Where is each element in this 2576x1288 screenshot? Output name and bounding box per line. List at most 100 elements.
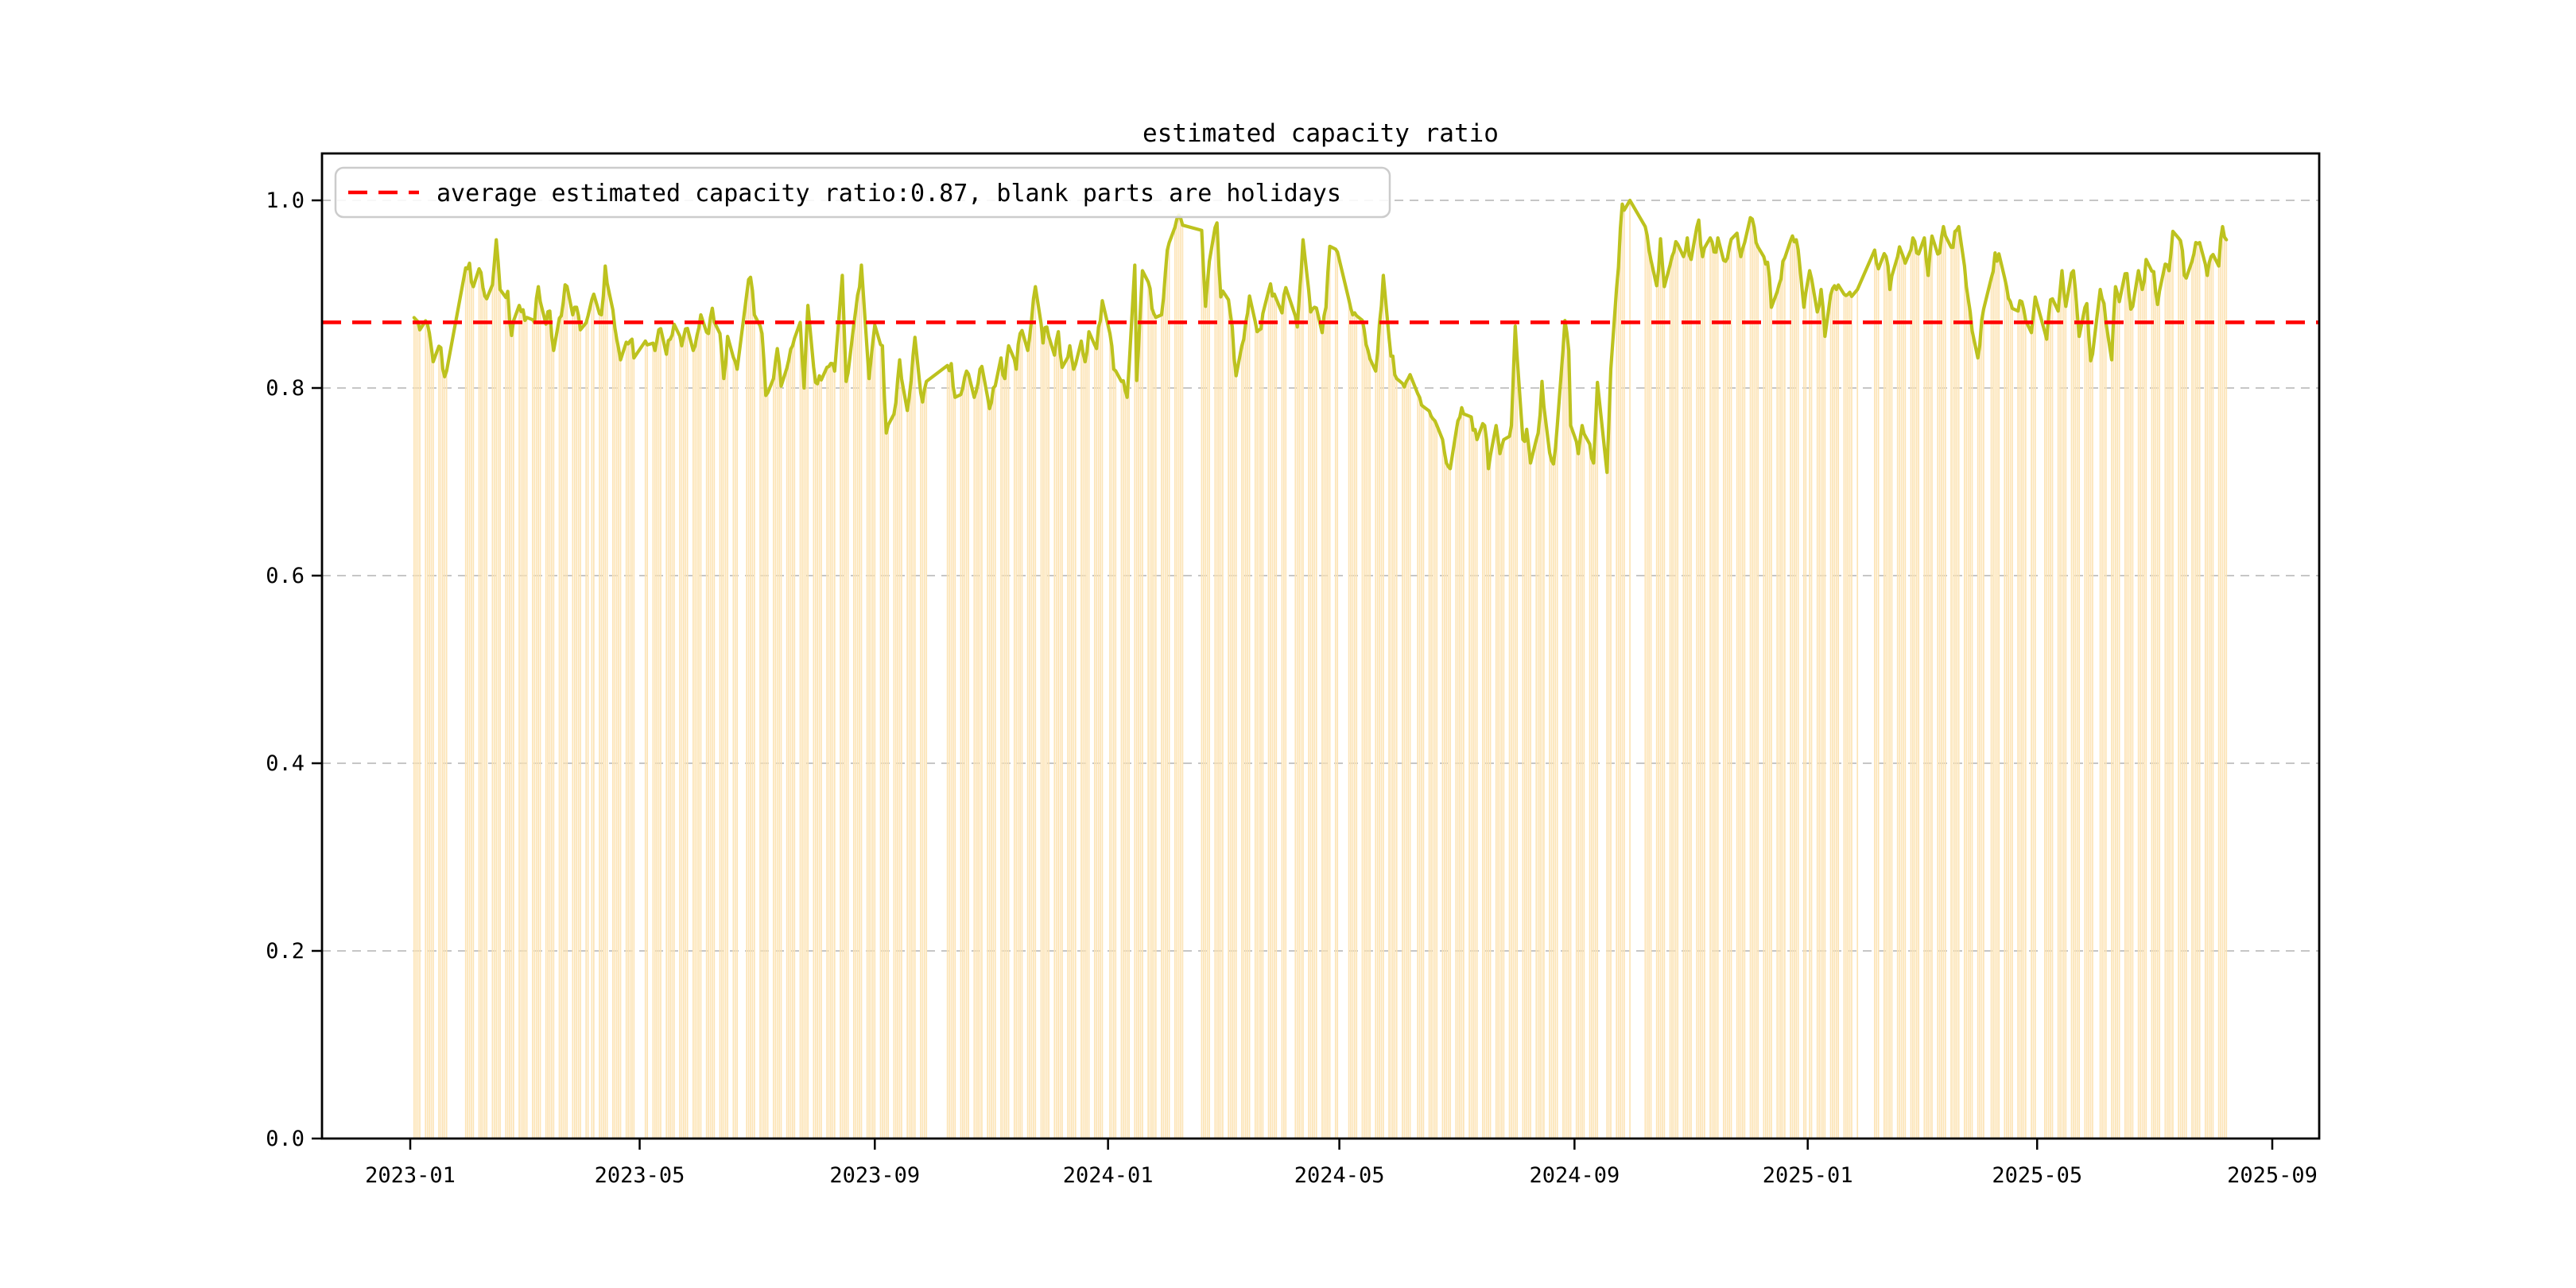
- day-bar: [629, 340, 631, 1139]
- day-bar: [1111, 346, 1113, 1139]
- day-bar: [1006, 359, 1008, 1139]
- day-bar: [2178, 238, 2180, 1139]
- day-bar: [1256, 332, 1259, 1139]
- day-bar: [633, 358, 635, 1139]
- day-bar: [631, 339, 633, 1139]
- day-bar: [778, 363, 780, 1139]
- day-bar: [1581, 425, 1583, 1139]
- day-bar: [1776, 292, 1779, 1139]
- day-bar: [2191, 261, 2193, 1139]
- day-bar: [1663, 286, 1666, 1139]
- day-bar: [805, 343, 807, 1139]
- day-bar: [1553, 464, 1554, 1139]
- day-bar: [1499, 453, 1501, 1139]
- y-tick-label: 0.0: [266, 1127, 305, 1151]
- day-bar: [573, 307, 576, 1139]
- day-bar: [1686, 238, 1689, 1139]
- day-bar: [1161, 314, 1162, 1139]
- day-bar: [2194, 242, 2197, 1139]
- day-bar: [2031, 332, 2032, 1139]
- day-bar: [807, 305, 809, 1139]
- day-bar: [1541, 381, 1543, 1139]
- day-bar: [1891, 276, 1893, 1139]
- day-bar: [1606, 472, 1608, 1139]
- x-tick-label: 2024-05: [1294, 1163, 1385, 1188]
- day-bar: [1876, 262, 1878, 1139]
- day-bar: [438, 346, 440, 1139]
- day-bar: [1998, 254, 2000, 1139]
- day-bar: [509, 320, 510, 1139]
- day-bar: [883, 395, 886, 1139]
- day-bar: [2024, 320, 2027, 1139]
- day-bar: [1753, 227, 1755, 1139]
- day-bar: [1365, 344, 1368, 1139]
- day-bar: [656, 340, 658, 1139]
- day-bar: [619, 359, 622, 1139]
- day-bar: [1270, 284, 1271, 1139]
- day-bar: [1243, 339, 1245, 1139]
- day-bar: [1797, 250, 1799, 1139]
- day-bar: [1474, 429, 1476, 1139]
- day-bar: [1564, 320, 1566, 1139]
- day-bar: [1258, 330, 1260, 1139]
- day-bar: [1690, 259, 1692, 1139]
- day-bar: [833, 370, 836, 1139]
- day-bar: [992, 388, 995, 1139]
- day-bar: [1315, 308, 1317, 1139]
- day-bar: [793, 338, 796, 1139]
- day-bar: [442, 368, 444, 1139]
- day-bar: [561, 316, 562, 1139]
- day-bar: [1162, 298, 1165, 1139]
- day-bar: [1849, 292, 1851, 1139]
- day-bar: [585, 322, 588, 1139]
- day-bar: [1034, 286, 1037, 1139]
- day-bar: [2193, 254, 2195, 1139]
- day-bar: [2088, 335, 2089, 1139]
- day-bar: [1232, 327, 1233, 1139]
- day-bar: [425, 320, 427, 1139]
- day-bar: [845, 381, 848, 1139]
- day-bar: [1059, 353, 1061, 1139]
- day-bar: [1296, 327, 1298, 1139]
- day-bar: [1260, 328, 1262, 1139]
- day-bar: [1048, 336, 1049, 1139]
- plot-border: [320, 152, 2321, 1140]
- day-bar: [1327, 272, 1329, 1139]
- day-bar: [973, 397, 976, 1139]
- day-bar: [1364, 329, 1365, 1139]
- workday-bars: [413, 200, 2228, 1139]
- day-bar: [887, 425, 889, 1139]
- day-bar: [920, 392, 921, 1139]
- day-bar: [908, 397, 910, 1139]
- day-bar: [592, 294, 595, 1139]
- day-bar: [1794, 242, 1795, 1139]
- day-bar: [1837, 285, 1840, 1139]
- day-bar: [615, 339, 618, 1139]
- chart-title: estimated capacity ratio: [1143, 119, 1499, 148]
- day-bar: [1267, 290, 1270, 1139]
- day-bar: [1100, 320, 1101, 1139]
- day-bar: [587, 316, 589, 1139]
- day-bar: [1069, 345, 1071, 1139]
- day-bar: [1441, 439, 1444, 1139]
- day-bar: [2032, 315, 2035, 1139]
- x-tick-label: 2024-09: [1529, 1163, 1620, 1188]
- day-bar: [1950, 247, 1952, 1139]
- day-bar: [2004, 277, 2006, 1139]
- day-bar: [2198, 242, 2201, 1139]
- day-bar: [1380, 305, 1383, 1139]
- day-bar: [440, 347, 442, 1139]
- day-bar: [572, 314, 574, 1139]
- day-bar: [1795, 239, 1798, 1139]
- day-bar: [1749, 217, 1752, 1139]
- day-bar: [1980, 320, 1983, 1139]
- day-bar: [1522, 439, 1524, 1139]
- day-bar: [652, 343, 654, 1139]
- day-bar: [1723, 260, 1724, 1139]
- day-bar: [510, 335, 513, 1139]
- day-bar: [855, 310, 857, 1139]
- day-bar: [480, 272, 482, 1139]
- day-bar: [1309, 312, 1312, 1139]
- day-bar: [788, 359, 789, 1139]
- day-bar: [1903, 257, 1904, 1139]
